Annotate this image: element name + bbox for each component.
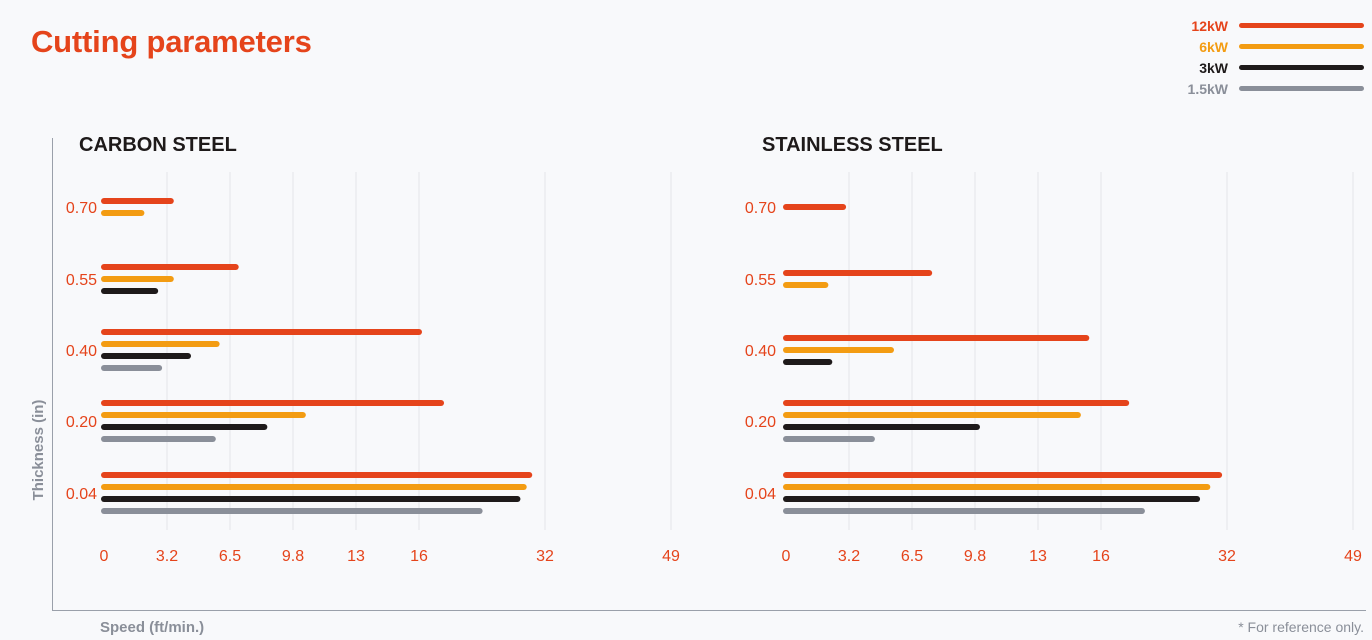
y-tick-label: 0.20 <box>745 414 776 431</box>
legend-item-3kw: 3kW <box>1188 57 1364 78</box>
x-tick-label: 13 <box>1029 548 1047 565</box>
x-tick-label: 6.5 <box>901 548 923 565</box>
x-tick-label: 6.5 <box>219 548 241 565</box>
y-tick-label: 0.04 <box>745 486 776 503</box>
x-tick-label: 49 <box>1344 548 1362 565</box>
legend-label: 12kW <box>1191 17 1228 34</box>
panel-title: CARBON STEEL <box>79 134 237 156</box>
x-tick-label: 3.2 <box>156 548 178 565</box>
y-tick-label: 0.04 <box>66 486 97 503</box>
y-axis-label: Thickness (in) <box>30 400 47 501</box>
y-tick-label: 0.40 <box>745 343 776 360</box>
x-tick-label: 32 <box>1218 548 1236 565</box>
legend-swatch <box>1239 44 1364 49</box>
legend-label: 3kW <box>1199 59 1228 76</box>
x-tick-label: 0 <box>100 548 109 565</box>
y-tick-label: 0.70 <box>66 200 97 217</box>
x-tick-label: 49 <box>662 548 680 565</box>
x-tick-label: 9.8 <box>964 548 986 565</box>
page-title: Cutting parameters <box>31 24 312 59</box>
x-tick-label: 16 <box>410 548 428 565</box>
legend-item-6kw: 6kW <box>1188 36 1364 57</box>
y-tick-label: 0.20 <box>66 414 97 431</box>
footnote: * For reference only. <box>1238 619 1364 635</box>
y-tick-label: 0.55 <box>66 272 97 289</box>
legend-swatch <box>1239 86 1364 91</box>
legend-swatch <box>1239 65 1364 70</box>
x-tick-label: 9.8 <box>282 548 304 565</box>
legend-item-1-5kw: 1.5kW <box>1188 78 1364 99</box>
legend-item-12kw: 12kW <box>1188 15 1364 36</box>
y-tick-label: 0.55 <box>745 272 776 289</box>
y-tick-label: 0.40 <box>66 343 97 360</box>
x-tick-label: 13 <box>347 548 365 565</box>
legend-label: 1.5kW <box>1187 80 1228 97</box>
x-tick-label: 3.2 <box>838 548 860 565</box>
legend-swatch <box>1239 23 1364 28</box>
x-tick-label: 0 <box>782 548 791 565</box>
legend: 12kW 6kW 3kW 1.5kW <box>1188 15 1364 99</box>
y-tick-label: 0.70 <box>745 200 776 217</box>
legend-label: 6kW <box>1199 38 1228 55</box>
x-tick-label: 16 <box>1092 548 1110 565</box>
x-tick-label: 32 <box>536 548 554 565</box>
x-axis-label: Speed (ft/min.) <box>100 619 205 636</box>
panel-title: STAINLESS STEEL <box>762 134 943 156</box>
